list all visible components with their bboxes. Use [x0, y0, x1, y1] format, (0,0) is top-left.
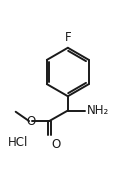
Text: HCl: HCl	[8, 136, 28, 149]
Text: O: O	[51, 138, 60, 151]
Text: NH₂: NH₂	[86, 104, 109, 117]
Text: F: F	[65, 31, 71, 44]
Text: O: O	[26, 115, 35, 128]
